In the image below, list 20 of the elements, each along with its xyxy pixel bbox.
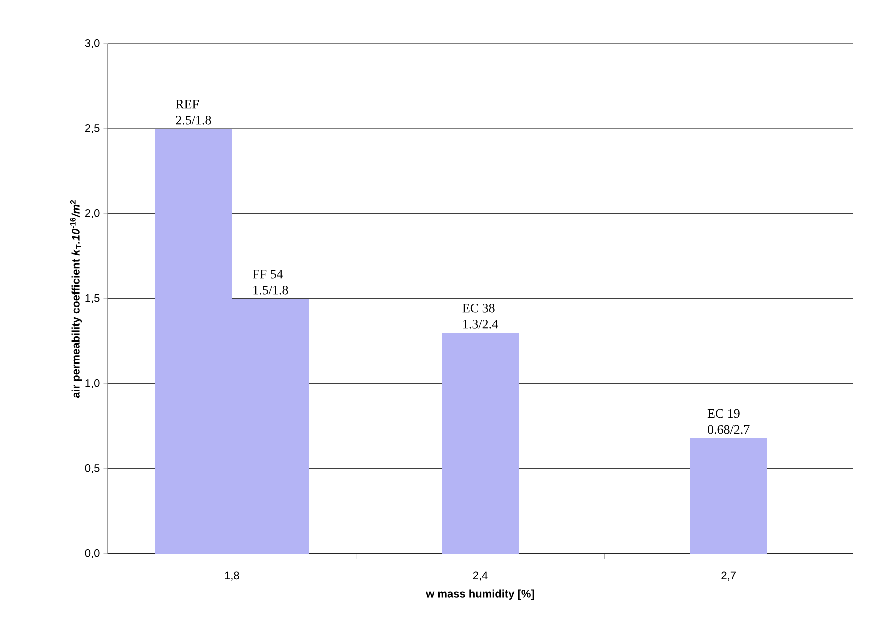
x-tick-label: 1,8 bbox=[225, 572, 240, 581]
x-axis-title: w mass humidity [%] bbox=[426, 590, 534, 600]
x-tick-label: 2,7 bbox=[722, 572, 736, 581]
data-label: 2.5/1.8 bbox=[176, 116, 212, 125]
data-label: 1.3/2.4 bbox=[464, 320, 498, 329]
y-tick-label: 3,0 bbox=[85, 39, 100, 49]
y-tick-label: 1,0 bbox=[86, 379, 100, 389]
y-tick-label: 2,5 bbox=[85, 124, 100, 134]
series-label: EC 19 bbox=[708, 409, 740, 418]
x-tick-label: 2,4 bbox=[473, 572, 488, 581]
y-tick-label: 2,0 bbox=[85, 209, 100, 219]
series-label: REF bbox=[176, 100, 199, 109]
y-tick-label: 0,5 bbox=[85, 464, 100, 474]
data-label: 0.68/2.7 bbox=[708, 425, 750, 434]
series-label: EC 38 bbox=[462, 304, 495, 313]
y-tick-label: 0,0 bbox=[85, 549, 100, 559]
y-tick-label: 1,5 bbox=[86, 294, 100, 304]
data-label: 1.5/1.8 bbox=[254, 286, 288, 295]
series-label: FF 54 bbox=[252, 270, 284, 279]
y-axis-title: air permeability coefficient k$_{T}$.10$^{-16}$/m$^{2}$ bbox=[70, 200, 82, 398]
